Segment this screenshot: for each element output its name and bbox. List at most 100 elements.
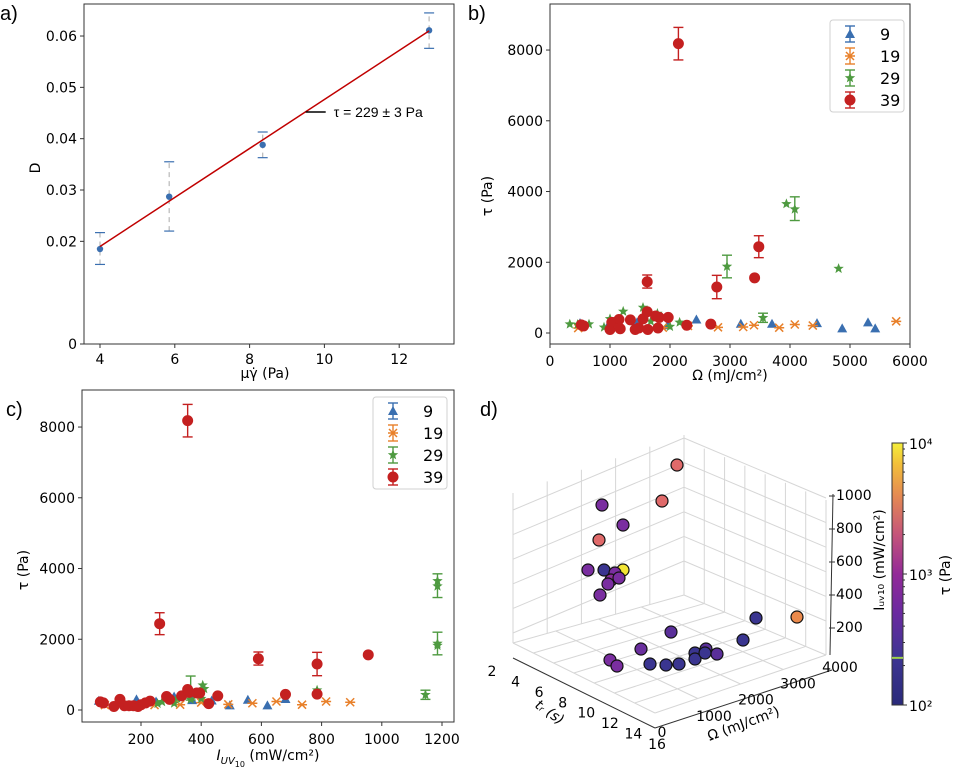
circle-marker — [614, 323, 626, 335]
colorbar-tick-label: 10⁴ — [909, 437, 933, 453]
x-marker — [297, 700, 308, 710]
star-marker — [844, 72, 856, 83]
panel-a-xlabel: μγ̇ (Pa) — [241, 366, 290, 382]
data-point — [223, 699, 234, 709]
grid-line — [512, 437, 685, 511]
x-axis-line — [512, 657, 656, 729]
triangle-marker — [863, 317, 873, 327]
legend-marker — [844, 72, 856, 83]
circle-marker — [212, 690, 224, 702]
star-marker — [664, 321, 676, 332]
panel-d-zlabel: Iᵤᵥ₁₀ (mW/cm²) — [872, 509, 888, 610]
data-point — [297, 700, 308, 710]
star-marker — [645, 315, 656, 326]
y-tick-label: 0 — [658, 725, 667, 741]
star-marker — [197, 679, 208, 690]
data-point — [633, 322, 645, 334]
circle-marker — [642, 323, 654, 335]
panel-b-xlabel: Ω (mJ/cm²) — [692, 368, 768, 384]
triangle-marker — [845, 29, 855, 38]
x-marker — [345, 697, 356, 707]
series-39 — [575, 26, 765, 335]
circle-marker — [387, 471, 399, 483]
panel-c-frame — [81, 389, 455, 723]
legend-label: 29 — [880, 69, 900, 88]
star-marker — [199, 683, 210, 694]
circle-marker — [633, 322, 645, 334]
grid-line — [512, 642, 656, 714]
y-tick-label: 0 — [66, 703, 75, 719]
data-point — [168, 697, 180, 708]
fit-annotation: τ = 229 ± 3 Pa — [334, 104, 423, 120]
data-point — [634, 642, 648, 656]
legend-label: 29 — [423, 446, 443, 465]
circle-marker — [613, 314, 625, 326]
x-tick-label: 8 — [245, 352, 254, 368]
data-point — [108, 700, 120, 712]
circle-marker — [749, 272, 761, 284]
star-marker — [168, 697, 180, 708]
x-tick-label: 14 — [625, 727, 643, 743]
panel-b-ylabel: τ (Pa) — [480, 176, 496, 216]
x-tick-label: 2 — [488, 664, 497, 680]
y-tick-label: 4000 — [822, 660, 858, 676]
y-tick-label: 6000 — [507, 114, 543, 130]
grid-line — [683, 535, 827, 597]
z-tick-label: 200 — [836, 620, 863, 636]
data-point — [688, 652, 702, 666]
x-tick-label: 1200 — [424, 732, 460, 748]
y-tick-label: 4000 — [39, 562, 75, 578]
data-point — [164, 161, 175, 232]
data-point — [593, 588, 607, 602]
triangle-marker — [870, 323, 881, 333]
panel-c-xlabel: IUV10 (mW/cm²) — [216, 748, 319, 767]
star-marker — [420, 689, 431, 700]
data-point — [736, 633, 750, 647]
circle-marker — [311, 688, 323, 700]
x-tick-label: 12 — [601, 716, 619, 732]
circle-marker — [652, 322, 664, 334]
series-29 — [564, 196, 844, 333]
data-point — [698, 646, 712, 660]
data-point — [432, 640, 443, 651]
y-tick-label: 0.02 — [46, 234, 77, 250]
data-point — [164, 693, 176, 705]
legend-marker — [387, 449, 399, 460]
x-tick-label: 6 — [170, 352, 179, 368]
star-marker — [564, 318, 575, 329]
circle-marker — [624, 314, 636, 326]
triangle-marker — [735, 318, 746, 328]
star-marker — [432, 580, 443, 591]
star-marker — [156, 696, 168, 707]
panel-b-legend: 9 19 29 39 — [829, 19, 905, 113]
x-tick-label: 4 — [511, 674, 520, 690]
y-tick-label: 0.06 — [46, 29, 77, 45]
x-marker — [891, 316, 902, 326]
circle-marker — [844, 94, 856, 106]
star-marker — [152, 698, 163, 709]
data-point — [664, 321, 676, 332]
colorbar-label: τ (Pa) — [938, 555, 954, 595]
star-marker — [674, 316, 685, 327]
xlabel-part: I — [216, 748, 220, 764]
circle-marker — [194, 687, 206, 699]
data-point — [757, 312, 769, 323]
star-marker — [387, 449, 399, 460]
data-point — [432, 580, 443, 591]
legend-label: 19 — [880, 47, 900, 66]
y-tick-label: 3000 — [780, 676, 816, 692]
x-marker — [845, 51, 855, 61]
circle-marker — [672, 38, 684, 50]
fit-line — [99, 30, 430, 248]
x-marker — [749, 320, 759, 330]
data-point — [767, 318, 777, 328]
panel-label-b: b) — [468, 3, 486, 25]
circle-marker — [711, 281, 723, 293]
x-tick-label: 4 — [96, 352, 105, 368]
data-point — [592, 533, 606, 547]
data-point — [197, 679, 208, 690]
data-point — [672, 38, 684, 50]
data-point — [182, 415, 194, 427]
data-point — [659, 658, 673, 672]
y-tick-label: 6000 — [39, 491, 75, 507]
